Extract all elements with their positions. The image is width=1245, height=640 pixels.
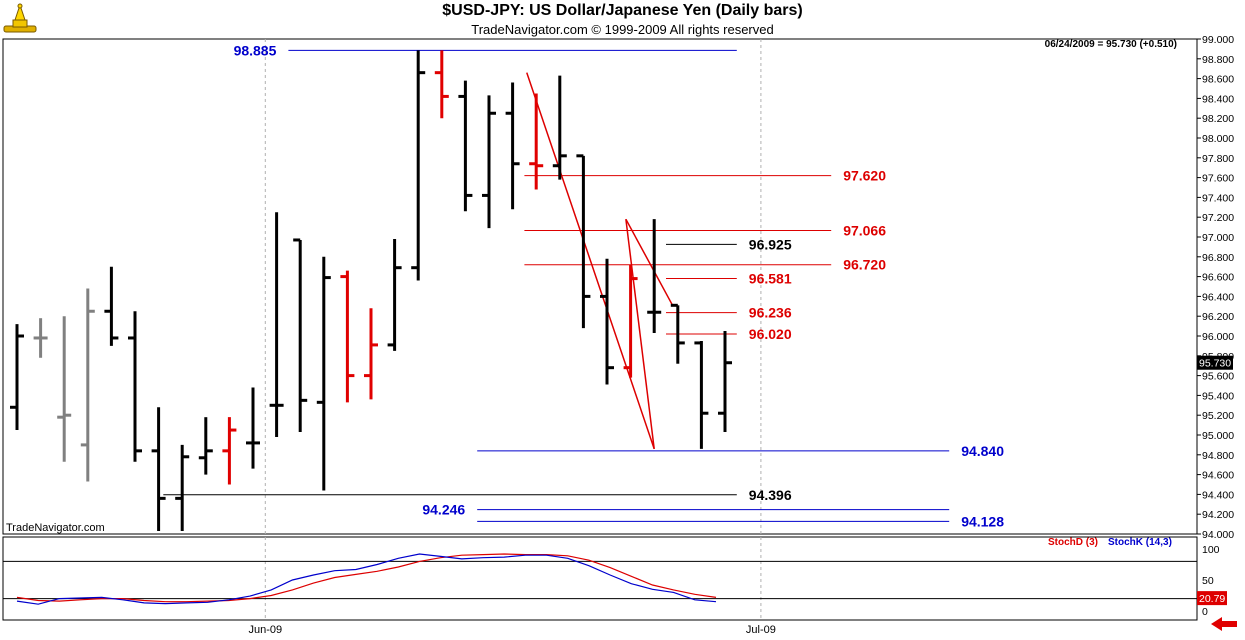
y-tick-label: 98.600 xyxy=(1202,74,1234,86)
y-tick-label: 97.400 xyxy=(1202,192,1234,204)
level-label: 94.840 xyxy=(961,443,1004,459)
y-tick-label: 97.000 xyxy=(1202,232,1234,244)
chart-subtitle: TradeNavigator.com © 1999-2009 All right… xyxy=(471,22,774,37)
stochK-line xyxy=(16,553,717,605)
y-tick-label: 94.400 xyxy=(1202,489,1234,501)
stochastic-tick-label: 0 xyxy=(1202,606,1208,618)
y-tick-label: 96.800 xyxy=(1202,252,1234,264)
watermark-text: TradeNavigator.com xyxy=(6,522,105,534)
scroll-left-arrow-icon[interactable] xyxy=(1209,617,1239,636)
y-tick-label: 96.400 xyxy=(1202,291,1234,303)
y-tick-label: 95.600 xyxy=(1202,371,1234,383)
y-tick-label: 94.800 xyxy=(1202,450,1234,462)
y-tick-label: 95.000 xyxy=(1202,430,1234,442)
level-label: 94.128 xyxy=(961,513,1004,529)
y-tick-label: 97.600 xyxy=(1202,173,1234,185)
y-tick-label: 98.800 xyxy=(1202,54,1234,66)
stochastic-panel-frame xyxy=(2,536,1198,621)
level-label: 96.581 xyxy=(749,270,792,286)
last-quote-text: 06/24/2009 = 95.730 (+0.510) xyxy=(1045,39,1177,50)
trendline xyxy=(526,72,655,450)
y-tick-label: 94.000 xyxy=(1202,529,1234,541)
price-panel-frame xyxy=(2,38,1198,535)
y-tick-label: 98.400 xyxy=(1202,93,1234,105)
y-tick-label: 97.800 xyxy=(1202,153,1234,165)
current-price-label: 95.730 xyxy=(1199,358,1231,370)
stochastic-tick-label: 50 xyxy=(1202,575,1214,587)
y-tick-label: 98.000 xyxy=(1202,133,1234,145)
legend-stochD: StochD (3) xyxy=(1048,537,1098,548)
level-label: 96.720 xyxy=(843,257,886,273)
trendline xyxy=(625,218,674,307)
level-label: 94.396 xyxy=(749,487,792,503)
y-tick-label: 95.400 xyxy=(1202,390,1234,402)
level-label: 96.925 xyxy=(749,236,792,252)
x-tick-label: Jul-09 xyxy=(746,624,776,636)
level-label: 96.020 xyxy=(749,326,792,342)
y-tick-label: 96.600 xyxy=(1202,272,1234,284)
y-tick-label: 94.600 xyxy=(1202,470,1234,482)
level-label: 94.246 xyxy=(422,502,465,518)
level-label: 96.236 xyxy=(749,305,792,321)
trendline xyxy=(625,219,655,449)
stochastic-tick-label: 100 xyxy=(1202,544,1220,556)
y-tick-label: 95.200 xyxy=(1202,410,1234,422)
level-label: 98.885 xyxy=(234,42,277,58)
chart-title: $USD-JPY: US Dollar/Japanese Yen (Daily … xyxy=(442,2,803,19)
y-tick-label: 96.000 xyxy=(1202,331,1234,343)
y-tick-label: 99.000 xyxy=(1202,34,1234,46)
y-tick-label: 98.200 xyxy=(1202,113,1234,125)
stochD-line xyxy=(16,553,717,603)
y-tick-label: 94.200 xyxy=(1202,509,1234,521)
x-tick-label: Jun-09 xyxy=(248,624,282,636)
stochastic-value-box xyxy=(1197,591,1227,606)
tradenavigator-logo-icon xyxy=(3,3,37,33)
stochastic-value-label: 20.79 xyxy=(1199,593,1225,605)
y-tick-label: 96.200 xyxy=(1202,311,1234,323)
y-tick-label: 97.200 xyxy=(1202,212,1234,224)
level-label: 97.066 xyxy=(843,222,886,238)
level-label: 97.620 xyxy=(843,168,886,184)
current-price-box xyxy=(1197,355,1233,370)
legend-stochK: StochK (14,3) xyxy=(1108,537,1172,548)
